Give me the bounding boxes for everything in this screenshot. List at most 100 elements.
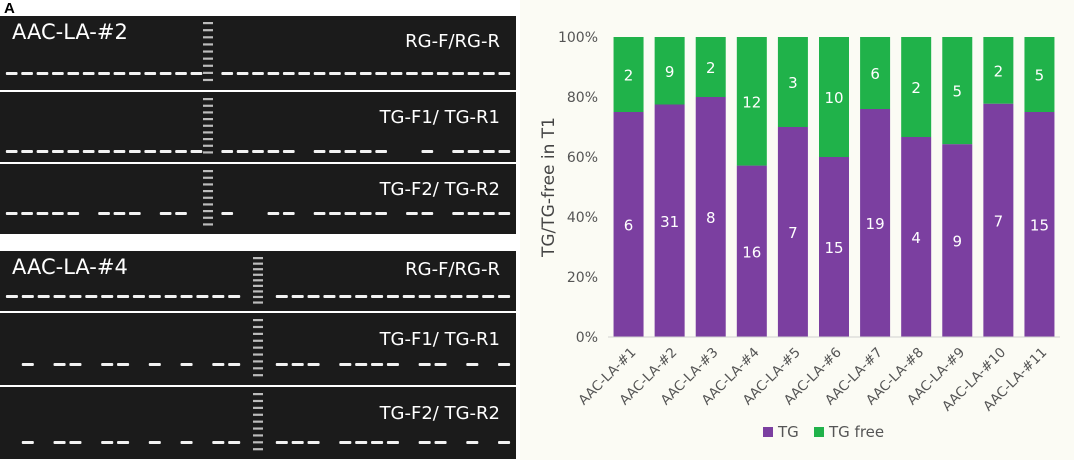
- gel-band: [82, 150, 95, 153]
- gel-band: [344, 72, 357, 75]
- y-axis-label: TG/TG-free in T1: [539, 117, 559, 258]
- ladder-band: [203, 78, 213, 82]
- bar-tg: [654, 104, 685, 337]
- gel-band: [359, 150, 372, 153]
- gel-band: [5, 295, 18, 298]
- gel-band: [236, 72, 249, 75]
- y-tick-label: 0%: [576, 330, 598, 346]
- gel-band: [421, 72, 434, 75]
- bar-tg-free: [654, 37, 685, 105]
- data-label-tg-free: 6: [870, 65, 880, 83]
- ladder-band: [253, 257, 263, 260]
- gel-band: [53, 295, 66, 298]
- bar-tg-free: [695, 37, 726, 97]
- sample-label: AAC-LA-#2: [12, 20, 128, 44]
- gel-band: [323, 295, 336, 298]
- gel-band: [482, 295, 495, 298]
- gel-band: [69, 441, 82, 444]
- gel-band: [313, 150, 326, 153]
- gel-band: [67, 212, 80, 215]
- ladder-band: [203, 104, 213, 107]
- ladder-band: [253, 413, 263, 416]
- gel-band: [190, 150, 203, 153]
- gel-band: [434, 295, 447, 298]
- ladder-band: [253, 279, 263, 282]
- gel-band: [371, 363, 384, 366]
- gel-band: [148, 363, 161, 366]
- gel-band: [386, 363, 399, 366]
- gel-band: [212, 295, 225, 298]
- gel-image: [5, 257, 511, 304]
- gel-band: [498, 363, 511, 366]
- gel-band: [175, 212, 187, 215]
- ladder-band: [253, 346, 263, 349]
- gel-band: [282, 212, 295, 215]
- ladder-band: [253, 374, 263, 377]
- gel-band: [498, 295, 511, 298]
- gel-band: [113, 150, 126, 153]
- gel-band: [252, 150, 264, 153]
- ladder-band: [203, 131, 213, 134]
- gel-band: [466, 295, 479, 298]
- ladder-band: [203, 183, 213, 186]
- gel-band: [5, 150, 18, 153]
- gel-band: [359, 212, 372, 215]
- ladder-band: [203, 29, 213, 32]
- gel-band: [313, 72, 326, 75]
- gel-band: [483, 150, 495, 153]
- gel-band: [386, 441, 399, 444]
- ladder-band: [253, 420, 263, 423]
- data-label-tg: 16: [742, 243, 761, 261]
- gel-band: [436, 72, 449, 75]
- gel-band: [52, 150, 64, 153]
- gel-band: [21, 441, 34, 444]
- panel-a-letter: A: [4, 0, 15, 17]
- gel-band: [418, 363, 431, 366]
- gel-band: [69, 363, 82, 366]
- data-label-tg: 9: [952, 233, 962, 251]
- data-label-tg-free: 9: [665, 63, 675, 81]
- gel-band: [282, 72, 295, 75]
- gel-band: [450, 295, 463, 298]
- gel-band: [69, 295, 82, 298]
- gel-band: [339, 441, 352, 444]
- gel-band: [148, 441, 161, 444]
- bar-tg: [901, 137, 932, 337]
- ladder-band: [253, 441, 263, 444]
- bar-tg-free: [942, 37, 973, 145]
- gel-band: [402, 295, 415, 298]
- ladder-band: [203, 43, 213, 46]
- ladder-band: [203, 176, 213, 179]
- gel-band: [180, 363, 193, 366]
- primer-label: TG-F2/ TG-R2: [379, 403, 500, 424]
- stacked-bar-chart: 0%20%40%60%80%100%TG/TG-free in T1 62AAC-…: [539, 30, 1060, 441]
- gel-strip-3: TG-F2/ TG-R2: [0, 164, 516, 234]
- ladder-band: [203, 196, 213, 199]
- y-tick-label: 40%: [567, 210, 598, 226]
- ladder-band: [203, 144, 213, 147]
- gel-band: [498, 72, 511, 75]
- data-label-tg: 7: [788, 224, 798, 242]
- ladder-band: [203, 111, 213, 114]
- gel-band: [128, 72, 141, 75]
- gel-band: [291, 295, 304, 298]
- gel-strip-1: RG-F/RG-R AAC-LA-#4: [0, 251, 516, 311]
- gel-band: [375, 212, 388, 215]
- gel-band: [390, 72, 403, 75]
- gel-image: [5, 22, 511, 82]
- gel-band: [159, 212, 172, 215]
- gel-band: [144, 150, 157, 153]
- gel-band: [36, 72, 49, 75]
- gel-band: [180, 441, 193, 444]
- gel-band: [267, 150, 280, 153]
- gel-group-aac-la-4: RG-F/RG-R AAC-LA-#4 TG-F1/ TG-R1 TG-F2/ TG-…: [0, 251, 516, 459]
- y-tick-label: 60%: [567, 150, 598, 166]
- primer-label: RG-F/RG-R: [405, 259, 500, 280]
- bar-tg: [1024, 112, 1055, 337]
- gel-band: [339, 295, 352, 298]
- gel-band: [144, 72, 157, 75]
- gel-band: [21, 72, 33, 75]
- ladder-band: [203, 57, 213, 60]
- bar-tg-free: [613, 37, 644, 112]
- gel-image: [21, 319, 511, 377]
